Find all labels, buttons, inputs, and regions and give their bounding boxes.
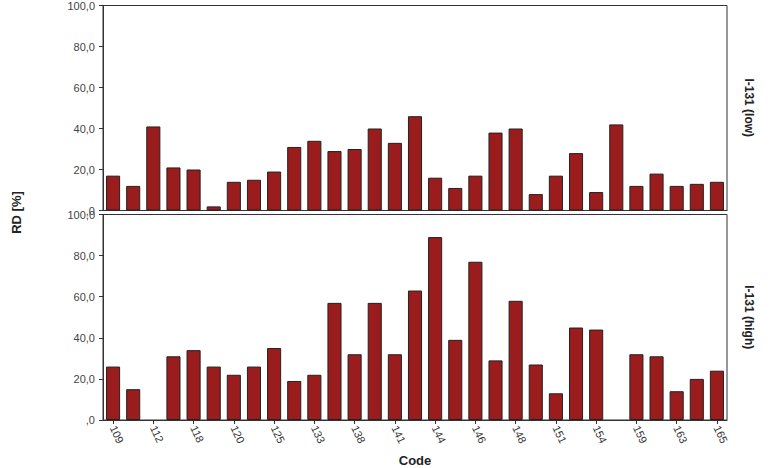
svg-text:138: 138 bbox=[349, 423, 368, 445]
svg-text:165: 165 bbox=[711, 423, 730, 445]
svg-text:146: 146 bbox=[470, 423, 489, 445]
svg-text:100,0: 100,0 bbox=[67, 0, 95, 12]
svg-text:151: 151 bbox=[550, 423, 569, 445]
svg-text:109: 109 bbox=[108, 423, 127, 445]
svg-text:60,0: 60,0 bbox=[74, 82, 95, 94]
svg-text:133: 133 bbox=[309, 423, 328, 445]
svg-text:118: 118 bbox=[188, 423, 206, 444]
svg-text:80,0: 80,0 bbox=[74, 250, 95, 262]
svg-text:I-131 (high): I-131 (high) bbox=[742, 285, 756, 349]
svg-text:,0: ,0 bbox=[86, 414, 95, 426]
svg-text:163: 163 bbox=[671, 423, 690, 445]
svg-text:Code: Code bbox=[399, 453, 432, 468]
svg-text:144: 144 bbox=[430, 423, 449, 445]
svg-text:112: 112 bbox=[148, 423, 166, 444]
svg-text:20,0: 20,0 bbox=[74, 164, 95, 176]
svg-text:159: 159 bbox=[631, 423, 650, 445]
svg-text:141: 141 bbox=[389, 423, 408, 445]
svg-text:40,0: 40,0 bbox=[74, 123, 95, 135]
svg-text:154: 154 bbox=[591, 423, 610, 445]
svg-text:148: 148 bbox=[510, 423, 529, 445]
svg-text:120: 120 bbox=[228, 423, 247, 445]
svg-text:80,0: 80,0 bbox=[74, 41, 95, 53]
svg-text:I-131 (low): I-131 (low) bbox=[742, 78, 756, 137]
svg-text:20,0: 20,0 bbox=[74, 373, 95, 385]
svg-text:125: 125 bbox=[269, 423, 288, 445]
svg-text:100,0: 100,0 bbox=[67, 209, 95, 221]
svg-text:40,0: 40,0 bbox=[74, 332, 95, 344]
svg-text:60,0: 60,0 bbox=[74, 291, 95, 303]
svg-text:RD [%]: RD [%] bbox=[9, 191, 24, 234]
